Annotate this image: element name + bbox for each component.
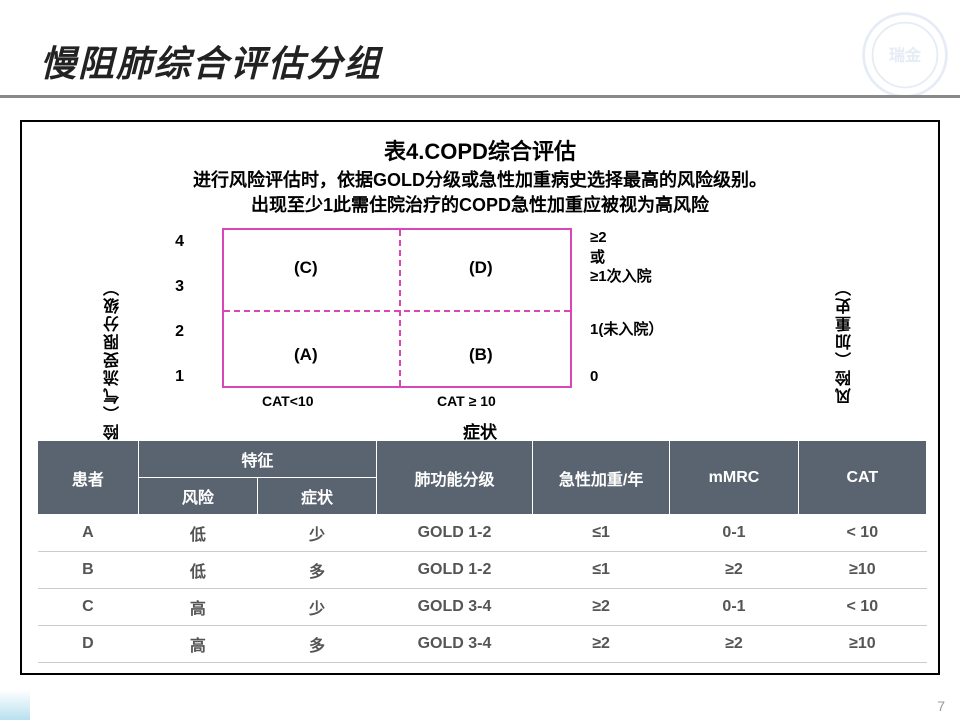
- page-number: 7: [937, 698, 945, 714]
- th-lung: 肺功能分级: [377, 441, 533, 515]
- cat-right: CAT ≥ 10: [437, 393, 496, 409]
- table-row: B 低 多 GOLD 1-2 ≤1 ≥2 ≥10: [38, 552, 927, 589]
- rtick-bot: 0: [590, 368, 598, 385]
- th-exac: 急性加重/年: [532, 441, 669, 515]
- cell-d: (D): [469, 258, 493, 278]
- rtick-top: ≥2或≥1次入院: [590, 228, 652, 287]
- table-row: D 高 多 GOLD 3-4 ≥2 ≥2 ≥10: [38, 626, 927, 663]
- tick-3: 3: [175, 278, 184, 296]
- quadrant-box: (C) (D) (A) (B): [222, 228, 572, 388]
- table-body: A 低 少 GOLD 1-2 ≤1 0-1 < 10 B 低 多 GOLD 1-…: [38, 515, 927, 663]
- svg-text:瑞金: 瑞金: [889, 45, 922, 64]
- right-axis-label: 风险（加重史）: [834, 278, 858, 404]
- quad-hline: [224, 310, 570, 312]
- cell-b: (B): [469, 345, 493, 365]
- table-row: A 低 少 GOLD 1-2 ≤1 0-1 < 10: [38, 515, 927, 552]
- content-box: 表4.COPD综合评估 进行风险评估时，依据GOLD分级或急性加重病史选择最高的…: [20, 120, 940, 675]
- table-row: C 高 少 GOLD 3-4 ≥2 0-1 < 10: [38, 589, 927, 626]
- hospital-logo: 瑞金: [860, 10, 950, 100]
- box-title: 表4.COPD综合评估: [22, 134, 938, 166]
- rtick-mid: 1(未入院）: [590, 318, 663, 339]
- tick-2: 2: [175, 323, 184, 341]
- assessment-table: 患者 特征 肺功能分级 急性加重/年 mMRC CAT 风险 症状 A 低 少: [37, 440, 927, 663]
- tick-4: 4: [175, 233, 184, 251]
- subtitle-line1: 进行风险评估时，依据GOLD分级或急性加重病史选择最高的风险级别。: [193, 170, 767, 190]
- tick-1: 1: [175, 368, 184, 386]
- cell-c: (C): [294, 258, 318, 278]
- th-feature: 特征: [138, 441, 376, 478]
- subtitle-line2: 出现至少1此需住院治疗的COPD急性加重应被视为高风险: [251, 195, 709, 215]
- slide-title: 慢阻肺综合评估分组: [40, 35, 382, 87]
- cell-a: (A): [294, 345, 318, 365]
- th-symptom: 症状: [257, 478, 376, 515]
- th-patient: 患者: [38, 441, 139, 515]
- bottom-accent: [0, 690, 30, 720]
- title-divider: [0, 95, 960, 98]
- table-header: 患者 特征 肺功能分级 急性加重/年 mMRC CAT 风险 症状: [38, 441, 927, 515]
- cat-left: CAT<10: [262, 393, 313, 409]
- th-cat: CAT: [798, 441, 926, 515]
- th-risk: 风险: [138, 478, 257, 515]
- slide: 瑞金 慢阻肺综合评估分组 表4.COPD综合评估 进行风险评估时，依据GOLD分…: [0, 0, 960, 720]
- box-subtitle: 进行风险评估时，依据GOLD分级或急性加重病史选择最高的风险级别。 出现至少1此…: [22, 168, 938, 218]
- th-mmrc: mMRC: [670, 441, 798, 515]
- quad-vline: [399, 230, 401, 386]
